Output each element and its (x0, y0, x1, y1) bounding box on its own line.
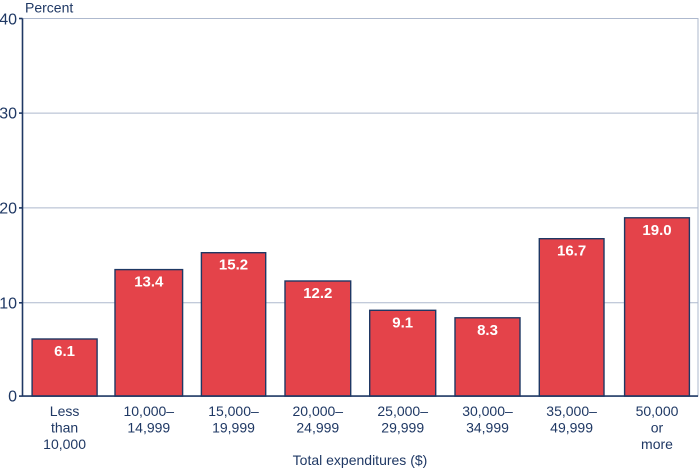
svg-text:24,999: 24,999 (296, 420, 339, 436)
svg-text:8.3: 8.3 (477, 322, 498, 339)
svg-text:10,000–: 10,000– (123, 403, 174, 419)
svg-text:35,000–: 35,000– (546, 403, 597, 419)
svg-text:19,999: 19,999 (212, 420, 255, 436)
svg-text:13.4: 13.4 (134, 274, 164, 291)
svg-text:30: 30 (0, 106, 17, 123)
svg-text:than: than (51, 420, 78, 436)
svg-text:10,000: 10,000 (43, 436, 86, 452)
svg-text:more: more (641, 436, 673, 452)
svg-text:Total expenditures ($): Total expenditures ($) (293, 452, 428, 468)
svg-text:25,000–: 25,000– (377, 403, 428, 419)
svg-text:49,999: 49,999 (550, 420, 593, 436)
svg-text:0: 0 (8, 389, 17, 406)
svg-text:Percent: Percent (25, 0, 73, 16)
svg-text:34,999: 34,999 (466, 420, 509, 436)
svg-text:6.1: 6.1 (54, 343, 75, 360)
svg-text:40: 40 (0, 12, 17, 29)
svg-text:14,999: 14,999 (127, 420, 170, 436)
svg-text:16.7: 16.7 (557, 243, 586, 260)
svg-text:20,000–: 20,000– (292, 403, 343, 419)
svg-text:9.1: 9.1 (392, 314, 413, 331)
svg-text:19.0: 19.0 (642, 222, 671, 239)
svg-text:50,000: 50,000 (636, 403, 679, 419)
svg-text:20: 20 (0, 201, 17, 218)
svg-text:15.2: 15.2 (219, 257, 248, 274)
svg-text:30,000–: 30,000– (462, 403, 513, 419)
svg-text:or: or (651, 420, 664, 436)
svg-text:29,999: 29,999 (381, 420, 424, 436)
svg-text:10: 10 (0, 296, 17, 313)
svg-text:Less: Less (50, 403, 80, 419)
svg-text:15,000–: 15,000– (208, 403, 259, 419)
svg-text:12.2: 12.2 (303, 285, 332, 302)
